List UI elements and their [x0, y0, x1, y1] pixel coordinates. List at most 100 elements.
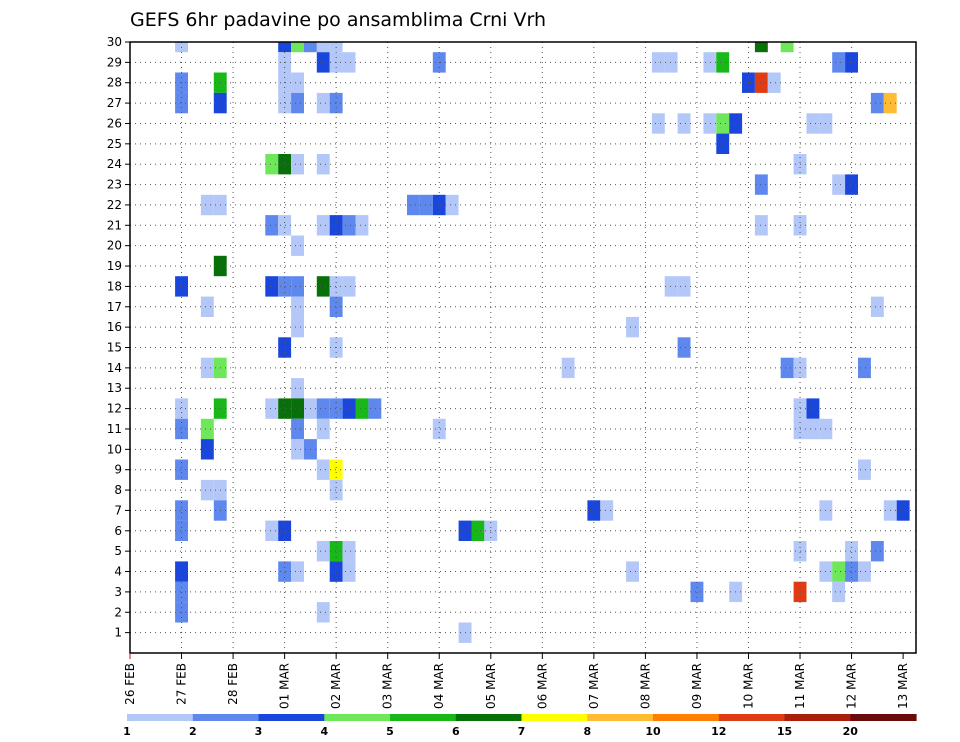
heatmap-cell: [200, 296, 214, 317]
y-tick-label: 1: [114, 626, 122, 640]
heatmap-cell: [316, 92, 330, 114]
heatmap-cell: [291, 439, 304, 460]
heatmap-cell: [291, 398, 304, 419]
heatmap-cell: [200, 357, 214, 379]
gridlines: [130, 42, 916, 653]
y-tick-label: 4: [114, 565, 122, 579]
heatmap-cell: [329, 276, 343, 297]
legend-label: 6: [452, 725, 460, 738]
heatmap-cell: [316, 602, 330, 623]
heatmap-cell: [716, 52, 730, 73]
heatmap-cell: [832, 581, 846, 603]
x-tick-label: 13 MAR: [896, 663, 910, 709]
heatmap-cell: [832, 561, 846, 582]
heatmap-cell: [870, 92, 884, 114]
x-tick-label: 08 MAR: [638, 663, 652, 709]
heatmap-cell: [291, 316, 304, 338]
heatmap-cell: [329, 541, 343, 562]
x-tick-label: 09 MAR: [690, 663, 704, 709]
heatmap-cell: [200, 418, 214, 440]
heatmap-cell: [407, 194, 420, 216]
legend-swatch: [324, 714, 391, 721]
heatmap-cell: [175, 459, 188, 480]
heatmap-cell: [200, 439, 214, 460]
chart-title: GEFS 6hr padavine po ansamblima Crni Vrh: [130, 9, 546, 31]
y-tick-label: 7: [114, 503, 122, 517]
heatmap-cell: [806, 113, 820, 134]
heatmap-cell: [342, 52, 356, 73]
heatmap-cell: [291, 296, 304, 317]
y-tick-label: 27: [107, 96, 122, 110]
legend-swatch: [192, 714, 260, 721]
heatmap-cell: [278, 215, 292, 236]
x-tick-label: 27 FEB: [175, 663, 189, 705]
heatmap-cell: [175, 398, 188, 419]
x-tick-label: 05 MAR: [484, 663, 498, 709]
legend-swatch: [455, 714, 523, 721]
heatmap-cell: [316, 541, 330, 562]
legend-swatch: [587, 714, 654, 721]
x-tick-label: 11 MAR: [793, 663, 807, 709]
y-tick-label: 19: [107, 259, 122, 273]
y-axis: 1234567891011121314151617181920212223242…: [107, 35, 130, 640]
heatmap-cell: [896, 500, 910, 521]
heatmap-cell: [832, 52, 846, 73]
legend-label: 1: [123, 725, 131, 738]
heatmap-cell: [754, 42, 768, 53]
heatmap-cell: [329, 215, 343, 236]
heatmap-cell: [561, 357, 575, 379]
legend-label: 12: [711, 725, 726, 738]
heatmap-cell: [291, 276, 304, 297]
heatmap-cell: [291, 42, 304, 53]
heatmap-cell: [329, 459, 343, 480]
heatmap-cell: [419, 194, 433, 216]
heatmap-cell: [754, 215, 768, 236]
legend-swatch: [390, 714, 457, 721]
heatmap-cell: [651, 113, 665, 134]
heatmap-cell: [342, 398, 356, 419]
x-tick-label: 02 MAR: [329, 663, 343, 709]
legend-swatch: [850, 714, 917, 721]
heatmap-cell: [845, 561, 858, 582]
heatmap-cell: [342, 276, 356, 297]
heatmap-cell: [316, 276, 330, 297]
heatmap-cell: [265, 215, 279, 236]
heatmap-cell: [265, 276, 279, 297]
y-tick-label: 5: [114, 544, 122, 558]
heatmap-cell: [780, 42, 794, 53]
legend-label: 2: [189, 725, 197, 738]
x-tick-label: 04 MAR: [432, 663, 446, 709]
heatmap-cell: [806, 418, 820, 440]
heatmap-cell: [329, 296, 343, 317]
y-tick-label: 9: [114, 463, 122, 477]
heatmap-cell: [832, 174, 846, 195]
y-tick-label: 24: [107, 157, 122, 171]
y-tick-label: 23: [107, 178, 122, 192]
heatmap-cell: [278, 154, 292, 175]
heatmap-cell: [278, 92, 292, 114]
y-tick-label: 29: [107, 55, 122, 69]
heatmap-cell: [329, 398, 343, 419]
heatmap-cell: [265, 154, 279, 175]
heatmap-cell: [587, 500, 601, 521]
heatmap-cell: [329, 479, 343, 501]
heatmap-cell: [355, 215, 369, 236]
heatmap-cell: [175, 581, 188, 603]
x-axis: 26 FEB 27 FEB 28 FEB 01 MAR 02 MAR 03 MAR 04 M…: [123, 653, 910, 709]
heatmap-cell: [754, 72, 768, 93]
heatmap-cell: [291, 154, 304, 175]
heatmap-cell: [858, 357, 871, 379]
heatmap-cell: [316, 215, 330, 236]
heatmap-cell: [600, 500, 614, 521]
heatmap-cell: [664, 52, 678, 73]
heatmap-cell: [716, 133, 730, 154]
heatmap-cell: [278, 561, 292, 582]
legend-label: 4: [320, 725, 328, 738]
heatmap-cell: [368, 398, 382, 419]
y-tick-label: 26: [107, 116, 122, 130]
heatmap-cell: [175, 561, 188, 582]
x-tick-label: 28 FEB: [226, 663, 240, 705]
legend-swatch: [718, 714, 786, 721]
heatmap-cell: [806, 398, 820, 419]
